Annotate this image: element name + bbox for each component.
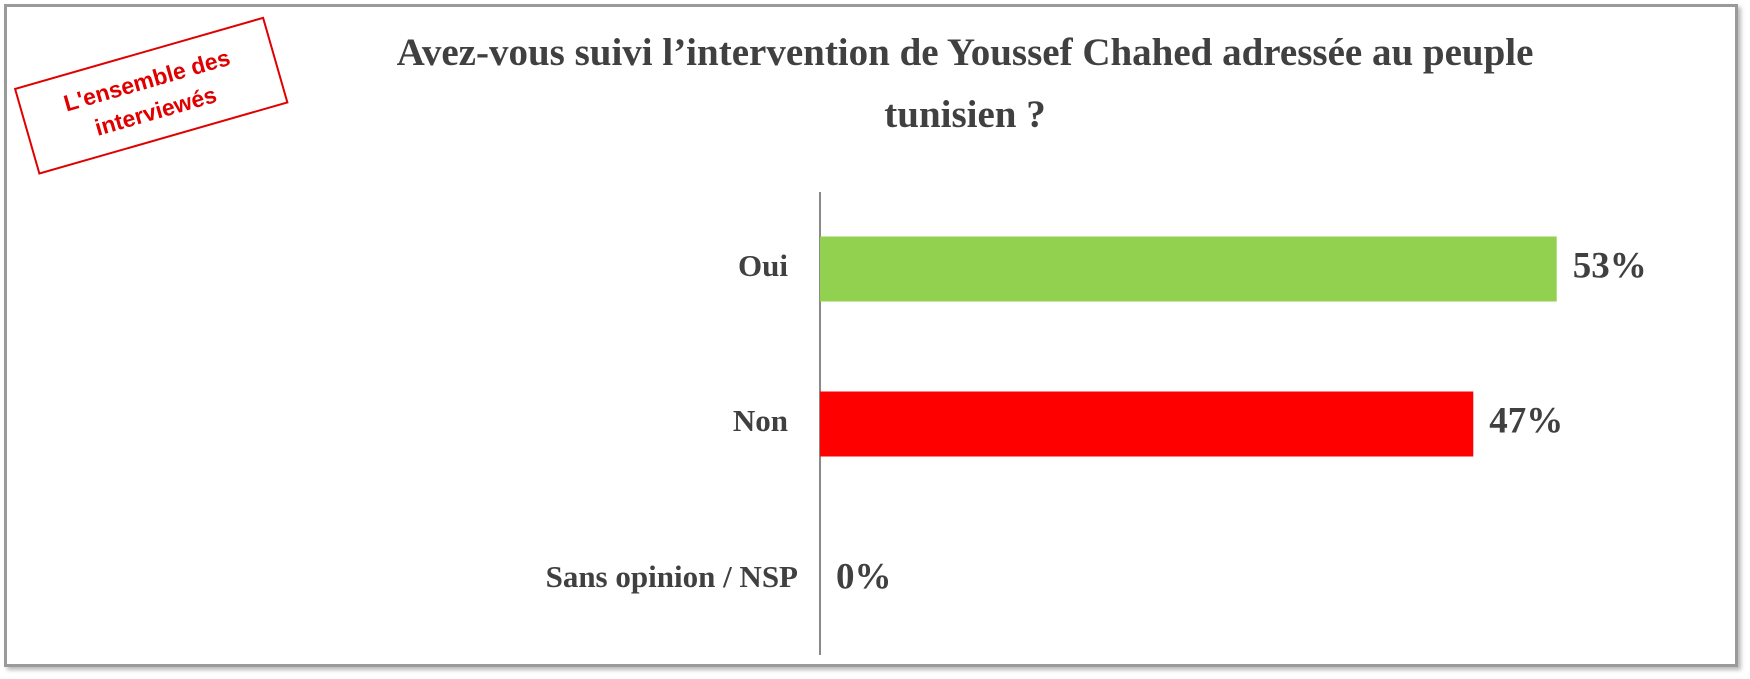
stamp: L'ensemble des interviewés xyxy=(13,16,289,175)
value-label: 53% xyxy=(1573,245,1647,286)
value-label: 47% xyxy=(1489,400,1563,441)
category-label: Non xyxy=(733,403,788,438)
value-label: 0% xyxy=(836,556,892,597)
bar xyxy=(820,391,1474,457)
category-label: Sans opinion / NSP xyxy=(546,559,798,594)
frame xyxy=(4,4,1738,667)
bar xyxy=(820,236,1557,302)
category-label: Oui xyxy=(738,248,788,283)
chart-title: Avez-vous suivi l’intervention de Yousse… xyxy=(396,31,1534,136)
stamp-box xyxy=(13,16,289,175)
